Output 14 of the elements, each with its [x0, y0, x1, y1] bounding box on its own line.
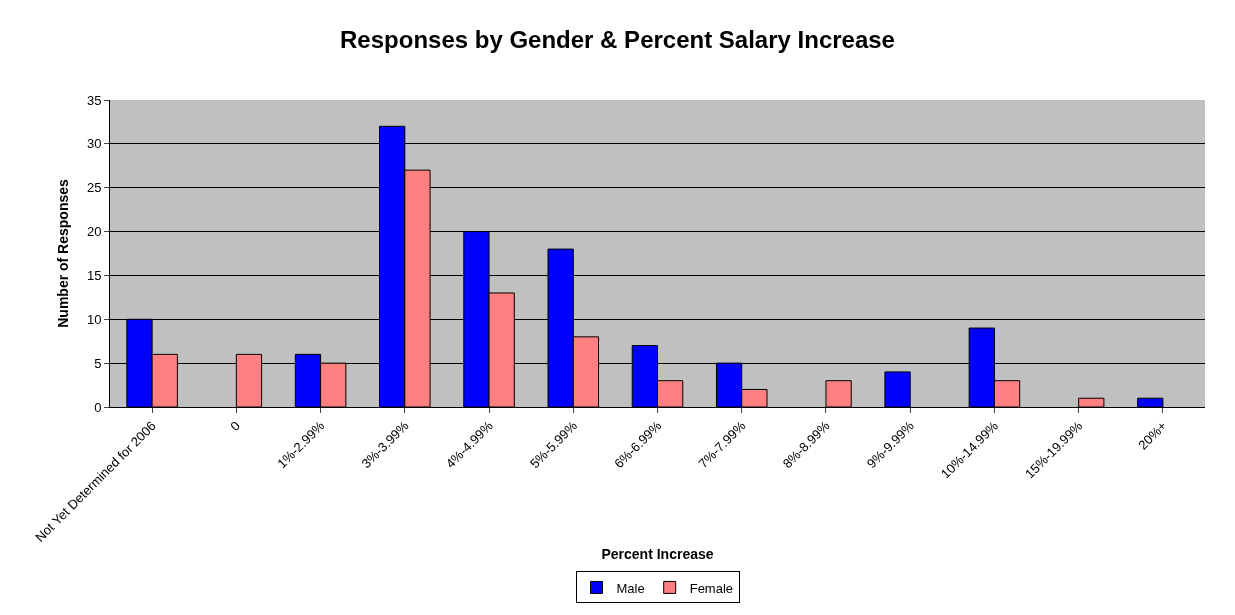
- chart-title: Responses by Gender & Percent Salary Increase: [340, 25, 895, 53]
- y-tick-label: 20: [86, 224, 102, 240]
- y-tick-label: 5: [94, 355, 102, 371]
- x-tick-label: 0: [227, 418, 244, 434]
- x-axis-title: Percent Increase: [601, 546, 714, 563]
- y-tick-label: 15: [86, 267, 102, 283]
- y-tick-label: 30: [86, 136, 102, 152]
- y-tick-label: 0: [94, 399, 102, 415]
- legend-label: Male: [616, 580, 645, 596]
- y-tick-label: 25: [86, 180, 102, 196]
- y-tick-label: 10: [86, 311, 102, 327]
- y-tick-label: 35: [86, 92, 102, 108]
- y-axis-title: Number of Responses: [54, 179, 71, 328]
- legend-label: Female: [689, 580, 734, 596]
